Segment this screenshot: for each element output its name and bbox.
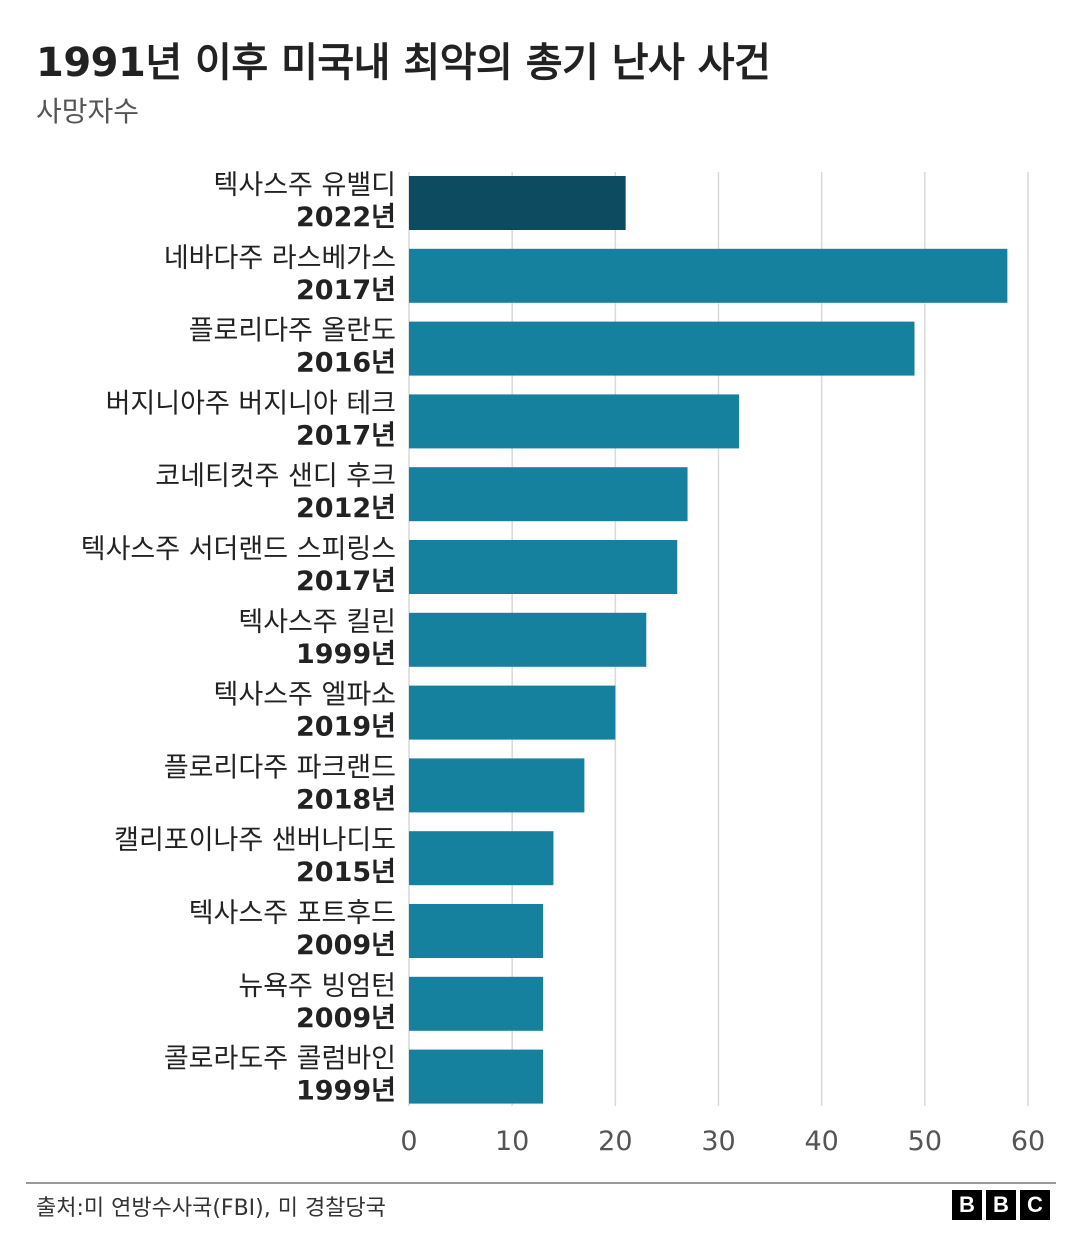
category-year-label: 2015년 — [296, 857, 396, 888]
bbc-logo: B B C — [952, 1190, 1050, 1220]
category-name-label: 콜로라도주 콜럼바인 — [164, 1044, 396, 1075]
category-year-label: 2019년 — [296, 712, 396, 743]
bar — [409, 248, 1008, 303]
category-name-label: 텍사스주 포트후드 — [189, 898, 396, 929]
category-year-label: 2017년 — [296, 420, 396, 451]
logo-letter: B — [986, 1190, 1016, 1220]
x-tick-label: 20 — [598, 1126, 632, 1157]
bar — [409, 540, 678, 594]
category-name-label: 텍사스주 유밸디 — [214, 170, 396, 201]
chart-subtitle: 사망자수 — [36, 95, 140, 128]
x-tick-label: 10 — [495, 1126, 529, 1157]
category-name-label: 텍사스주 서더랜드 스피링스 — [81, 534, 396, 565]
footer-divider — [26, 1182, 1056, 1184]
category-name-label: 네바다주 라스베가스 — [164, 243, 396, 274]
bar — [409, 904, 544, 958]
category-year-label: 2009년 — [296, 1003, 396, 1034]
category-year-label: 2016년 — [296, 348, 396, 379]
bar — [409, 1049, 544, 1104]
bar — [409, 467, 688, 522]
logo-letter: B — [952, 1190, 982, 1220]
category-name-label: 플로리다주 올란도 — [189, 316, 396, 347]
x-axis-ticks: 0 10 20 30 40 50 60 — [400, 1126, 1045, 1157]
category-name-label: 뉴욕주 빙엄턴 — [238, 971, 396, 1002]
category-year-label: 2018년 — [296, 784, 396, 815]
category-name-label: 버지니아주 버지니아 테크 — [106, 388, 396, 419]
chart-title: 1991년 이후 미국내 최악의 총기 난사 사건 — [36, 40, 771, 86]
bar — [409, 321, 915, 376]
bar — [409, 394, 740, 449]
x-tick-label: 60 — [1011, 1126, 1045, 1157]
source-note: 출처:미 연방수사국(FBI), 미 경찰당국 — [36, 1196, 386, 1221]
category-name-label: 플로리다주 파크랜드 — [164, 752, 396, 783]
x-tick-label: 50 — [908, 1126, 942, 1157]
logo-letter: C — [1020, 1190, 1050, 1220]
category-year-label: 2017년 — [296, 275, 396, 306]
bar — [409, 685, 616, 740]
category-name-label: 텍사스주 킬린 — [238, 607, 396, 638]
x-tick-label: 30 — [701, 1126, 735, 1157]
category-year-label: 2012년 — [296, 493, 396, 524]
category-year-label: 1999년 — [296, 639, 396, 670]
bar — [409, 831, 554, 886]
category-year-label: 2022년 — [296, 202, 396, 233]
bar — [409, 612, 647, 667]
bar — [409, 976, 544, 1031]
category-name-label: 코네티컷주 샌디 후크 — [155, 461, 396, 492]
x-tick-label: 40 — [804, 1126, 838, 1157]
category-year-label: 2017년 — [296, 566, 396, 597]
category-year-label: 2009년 — [296, 930, 396, 961]
bars — [409, 176, 1008, 1104]
category-name-label: 텍사스주 엘파소 — [214, 680, 396, 711]
bar — [409, 758, 585, 813]
category-name-label: 캘리포이나주 샌버나디도 — [114, 825, 396, 856]
bar — [409, 176, 626, 230]
category-year-label: 1999년 — [296, 1076, 396, 1107]
x-tick-label: 0 — [400, 1126, 417, 1157]
